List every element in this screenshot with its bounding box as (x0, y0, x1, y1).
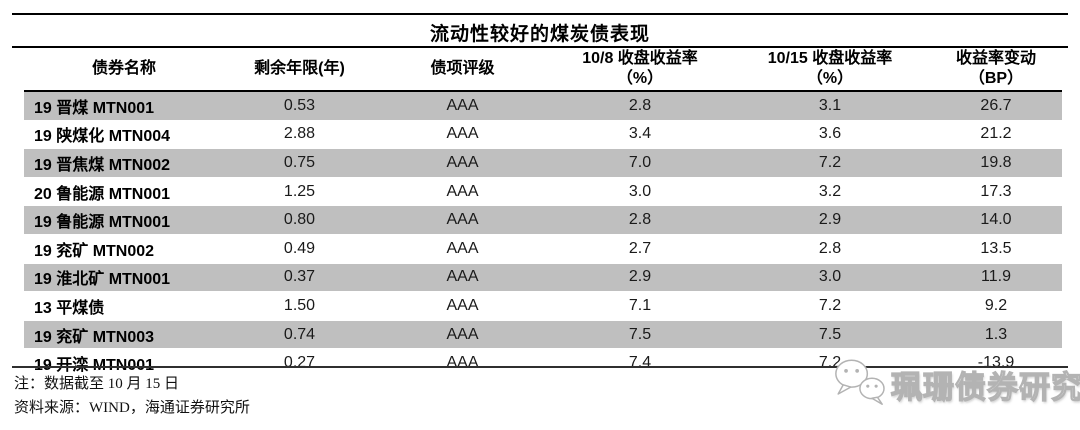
bond-name-cell: 19 兖矿 MTN002 (34, 242, 155, 260)
yield-1008-cell: 7.5 (628, 325, 652, 343)
column-header-yield-1015: 10/15 收盘收益率 （%） (730, 48, 930, 92)
header-line2: （BP） (968, 70, 1024, 87)
change-bp-cell: 17.3 (980, 182, 1012, 200)
header-line2: （%） (806, 70, 854, 87)
yield-1015-cell: 3.0 (818, 268, 842, 286)
yield-1015-cell: 7.2 (818, 296, 842, 314)
bond-name-cell: 19 鲁能源 MTN001 (34, 214, 171, 232)
yield-1008-cell: 3.4 (628, 125, 652, 143)
table-row: 19 淮北矿 MTN001 0.37 AAA 2.9 3.0 11.9 (24, 263, 1062, 292)
yield-1008-cell: 7.4 (628, 354, 652, 372)
bond-name-cell: 20 鲁能源 MTN001 (34, 185, 171, 203)
header-line: 10/8 收盘收益率 (582, 50, 698, 67)
change-bp-cell: 1.3 (984, 325, 1008, 343)
yield-1008-cell: 2.9 (628, 268, 652, 286)
table-title: 流动性较好的煤炭债表现 (429, 24, 650, 45)
yield-1008-cell: 7.1 (628, 296, 652, 314)
yield-1015-cell: 2.8 (818, 239, 842, 257)
header-line: 债券名称 (91, 60, 156, 77)
table-row: 19 晋焦煤 MTN002 0.75 AAA 7.0 7.2 19.8 (24, 148, 1062, 178)
rating-cell: AAA (446, 125, 479, 143)
table-row: 20 鲁能源 MTN001 1.25 AAA 3.0 3.2 17.3 (24, 177, 1062, 206)
watermark-text: 珮珊债券研究 (890, 369, 1080, 405)
years-cell: 2.88 (283, 125, 316, 143)
header-line: 10/15 收盘收益率 (767, 50, 893, 67)
header-line2: （%） (616, 70, 664, 87)
table-row: 19 陕煤化 MTN004 2.88 AAA 3.4 3.6 21.2 (24, 120, 1062, 149)
yield-1015-cell: 7.5 (818, 325, 842, 343)
rating-cell: AAA (446, 325, 479, 343)
bond-name-cell: 13 平煤债 (34, 299, 105, 317)
bond-name-cell: 19 淮北矿 MTN001 (34, 271, 171, 289)
column-header-bond-name: 债券名称 (24, 48, 224, 92)
table-row: 19 兖矿 MTN002 0.49 AAA 2.7 2.8 13.5 (24, 234, 1062, 264)
years-cell: 0.75 (283, 153, 316, 171)
yield-1015-cell: 3.6 (818, 125, 842, 143)
yield-1008-cell: 3.0 (628, 182, 652, 200)
rating-cell: AAA (446, 354, 479, 372)
bottom-divider (12, 366, 1068, 368)
watermark: 珮珊债券研究 (831, 357, 1080, 412)
column-header-rating: 债项评级 (375, 48, 550, 92)
years-cell: 0.37 (283, 268, 316, 286)
header-row: 债券名称 剩余年限(年) 债项评级 10/8 收盘收益率 （%） 10/15 收盘… (24, 48, 1062, 92)
yield-1015-cell: 3.1 (818, 96, 842, 114)
change-bp-cell: 26.7 (980, 96, 1012, 114)
years-cell: 0.74 (283, 325, 316, 343)
table-row: 19 晋煤 MTN001 0.53 AAA 2.8 3.1 26.7 (24, 91, 1062, 121)
yield-1008-cell: 2.8 (628, 96, 652, 114)
years-cell: 0.53 (283, 96, 316, 114)
table-row: 13 平煤债 1.50 AAA 7.1 7.2 9.2 (24, 291, 1062, 321)
change-bp-cell: 13.5 (980, 239, 1012, 257)
wechat-logo-icon (831, 357, 887, 412)
bond-name-cell: 19 晋煤 MTN001 (34, 99, 155, 117)
header-line: 债项评级 (430, 60, 495, 77)
title-divider (12, 46, 1068, 48)
rating-cell: AAA (446, 96, 479, 114)
years-cell: 0.49 (283, 239, 316, 257)
yield-1008-cell: 7.0 (628, 153, 652, 171)
rating-cell: AAA (446, 211, 479, 229)
bond-table: 债券名称 剩余年限(年) 债项评级 10/8 收盘收益率 （%） 10/15 收盘… (24, 48, 1062, 378)
change-bp-cell: 19.8 (980, 153, 1012, 171)
years-cell: 1.50 (283, 296, 316, 314)
footnotes: 注：数据截至 10 月 15 日 资料来源：WIND，海通证券研究所 (14, 372, 250, 420)
top-divider (12, 13, 1068, 15)
column-header-remaining-years: 剩余年限(年) (224, 48, 375, 92)
years-cell: 0.80 (283, 211, 316, 229)
rating-cell: AAA (446, 182, 479, 200)
header-line: 收益率变动 (955, 50, 1036, 67)
bond-name-cell: 19 陕煤化 MTN004 (34, 128, 171, 146)
bond-name-cell: 19 兖矿 MTN003 (34, 328, 155, 346)
bond-name-cell: 19 开滦 MTN001 (24, 349, 224, 378)
column-header-yield-change: 收益率变动 （BP） (930, 48, 1062, 92)
yield-1015-cell: 2.9 (818, 211, 842, 229)
note-data-cutoff: 注：数据截至 10 月 15 日 (14, 376, 180, 392)
table-row: 19 鲁能源 MTN001 0.80 AAA 2.8 2.9 14.0 (24, 205, 1062, 235)
change-bp-cell: 14.0 (980, 211, 1012, 229)
table-row: 19 兖矿 MTN003 0.74 AAA 7.5 7.5 1.3 (24, 320, 1062, 349)
yield-1008-cell: 2.8 (628, 211, 652, 229)
column-header-yield-1008: 10/8 收盘收益率 （%） (550, 48, 730, 92)
rating-cell: AAA (446, 296, 479, 314)
change-bp-cell: 11.9 (981, 268, 1011, 286)
years-cell: 1.25 (283, 182, 316, 200)
bond-name-cell: 19 晋焦煤 MTN002 (34, 156, 171, 174)
yield-1015-cell: 3.2 (818, 182, 842, 200)
header-line: 剩余年限(年) (254, 60, 345, 77)
rating-cell: AAA (446, 239, 479, 257)
change-bp-cell: 9.2 (984, 296, 1008, 314)
rating-cell: AAA (446, 268, 479, 286)
change-bp-cell: 21.2 (980, 125, 1012, 143)
yield-1008-cell: 2.7 (628, 239, 652, 257)
rating-cell: AAA (446, 153, 479, 171)
note-source: 资料来源：WIND，海通证券研究所 (14, 400, 250, 416)
yield-1015-cell: 7.2 (818, 153, 842, 171)
